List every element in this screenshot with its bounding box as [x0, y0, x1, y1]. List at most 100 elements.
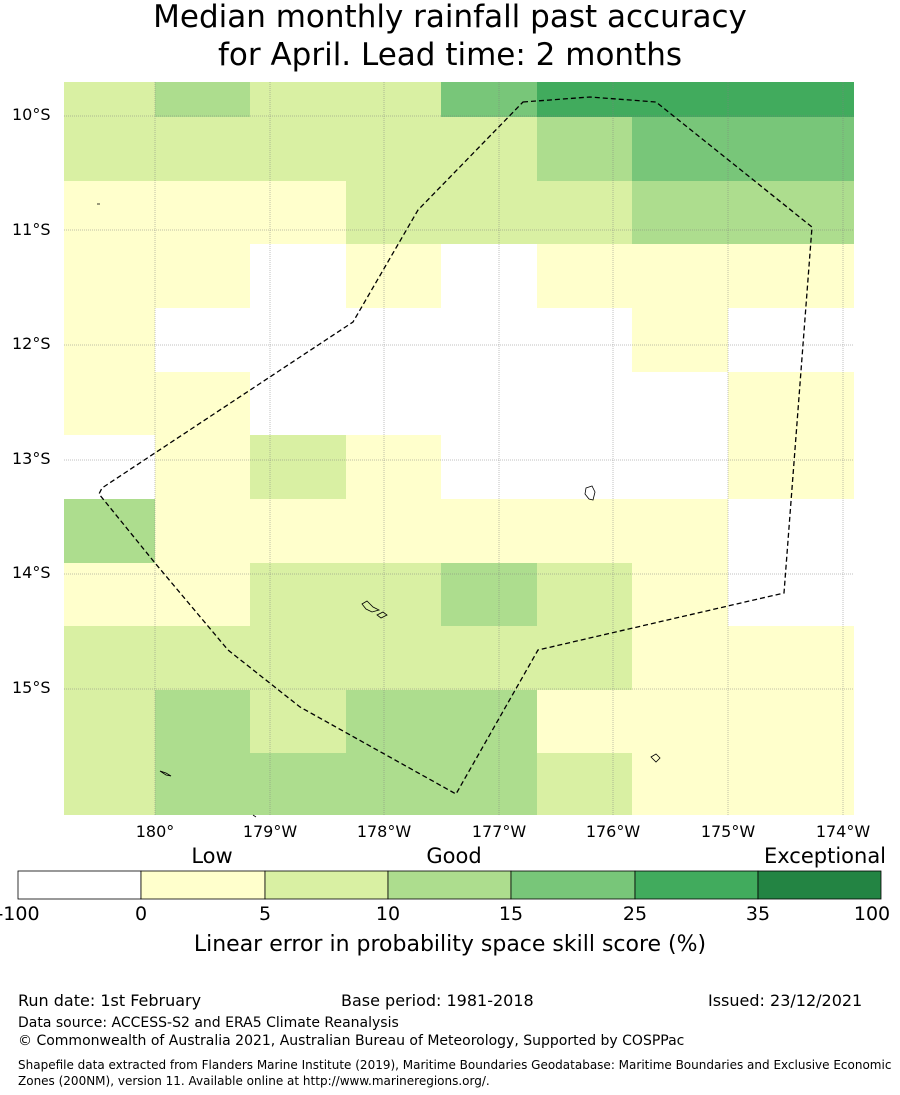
grid-cell	[632, 563, 728, 626]
grid-cell	[346, 753, 441, 815]
grid-cell	[346, 690, 441, 753]
colorbar-swatch	[264, 870, 389, 900]
grid-cell	[441, 690, 537, 753]
grid-cell	[537, 117, 632, 181]
grid-cell	[441, 372, 537, 435]
grid-cell	[632, 308, 728, 372]
island-outline	[159, 770, 172, 777]
grid-cell	[250, 244, 346, 308]
copyright: © Commonwealth of Australia 2021, Austra…	[18, 1033, 685, 1049]
grid-cell	[346, 117, 441, 181]
grid-cell	[728, 117, 854, 181]
grid-cell	[346, 435, 441, 499]
grid-cell	[537, 181, 632, 244]
legend-category-good: Good	[426, 844, 482, 868]
colorbar-tick: 35	[745, 903, 771, 925]
grid-cell	[250, 499, 346, 563]
grid-cell	[155, 244, 250, 308]
island-outline	[650, 753, 661, 763]
grid-cell	[155, 308, 250, 372]
data-source: Data source: ACCESS-S2 and ERA5 Climate …	[18, 1015, 399, 1031]
graticule	[64, 82, 854, 815]
run-date: Run date: 1st February	[18, 991, 202, 1010]
grid-cell	[728, 626, 854, 690]
colorbar-swatch	[510, 870, 636, 900]
grid-cell	[155, 753, 250, 815]
grid-cell	[346, 244, 441, 308]
chart-title-line-2: for April. Lead time: 2 months	[217, 37, 683, 73]
x-axis-label-175w: 175°W	[700, 822, 756, 841]
colorbar-swatch	[140, 870, 266, 900]
grid-cell	[537, 244, 632, 308]
grid-cell	[441, 753, 537, 815]
grid-cell	[728, 435, 854, 499]
grid-cell	[250, 372, 346, 435]
colorbar-tick: 25	[622, 903, 648, 925]
x-axis-label-180: 180°	[135, 822, 175, 841]
island-outline	[376, 611, 388, 619]
colorbar-tick: -100	[0, 903, 40, 925]
grid-cell	[64, 626, 155, 690]
grid-cell	[64, 117, 155, 181]
island-outline	[361, 600, 381, 613]
colorbar-swatch	[387, 870, 512, 900]
grid-cell	[632, 181, 728, 244]
grid-cell	[64, 753, 155, 815]
grid-cell	[632, 626, 728, 690]
grid-cell	[728, 753, 854, 815]
grid-cell	[155, 181, 250, 244]
grid-cell	[441, 308, 537, 372]
grid-cell	[346, 82, 441, 117]
shapefile-credit: Shapefile data extracted from Flanders M…	[18, 1058, 892, 1088]
island-outline	[584, 485, 596, 501]
grid-cell	[64, 181, 155, 244]
grid-cell	[250, 563, 346, 626]
grid-cell	[728, 244, 854, 308]
issued-date: Issued: 23/12/2021	[708, 991, 863, 1010]
colorbar-title: Linear error in probability space skill …	[193, 932, 707, 957]
grid-cell	[728, 372, 854, 435]
grid-cell	[728, 181, 854, 244]
y-axis-label-10s: 10°S	[12, 105, 51, 124]
skill-grid	[64, 82, 854, 815]
grid-cell	[632, 690, 728, 753]
colorbar-swatch	[634, 870, 759, 900]
colorbar-tick: 0	[134, 903, 148, 925]
grid-cell	[441, 244, 537, 308]
grid-cell	[155, 435, 250, 499]
grid-cell	[64, 563, 155, 626]
grid-cell	[250, 308, 346, 372]
y-axis-label-11s: 11°S	[12, 220, 51, 239]
grid-cell	[250, 181, 346, 244]
grid-cell	[632, 372, 728, 435]
island-outline	[252, 814, 257, 818]
land-outlines	[97, 203, 661, 818]
grid-cell	[155, 82, 250, 117]
grid-cell	[537, 435, 632, 499]
grid-cell	[537, 372, 632, 435]
y-axis-label-12s: 12°S	[12, 334, 51, 353]
grid-cell	[441, 563, 537, 626]
grid-cell	[346, 308, 441, 372]
grid-cell	[537, 563, 632, 626]
chart-title-line-1: Median monthly rainfall past accuracy	[153, 0, 747, 35]
grid-cell	[155, 563, 250, 626]
grid-cell	[728, 690, 854, 753]
grid-cell	[346, 181, 441, 244]
grid-cell	[441, 626, 537, 690]
grid-cell	[155, 372, 250, 435]
y-axis-label-14s: 14°S	[12, 563, 51, 582]
grid-cell	[346, 499, 441, 563]
grid-cell	[537, 626, 632, 690]
grid-cell	[632, 82, 728, 117]
colorbar-tick: 15	[498, 903, 524, 925]
grid-cell	[537, 82, 632, 117]
grid-cell	[728, 499, 854, 563]
grid-cell	[728, 308, 854, 372]
grid-cell	[155, 499, 250, 563]
grid-cell	[346, 563, 441, 626]
base-period: Base period: 1981-2018	[341, 991, 534, 1010]
x-axis-label-177w: 177°W	[471, 822, 527, 841]
grid-cell	[64, 372, 155, 435]
